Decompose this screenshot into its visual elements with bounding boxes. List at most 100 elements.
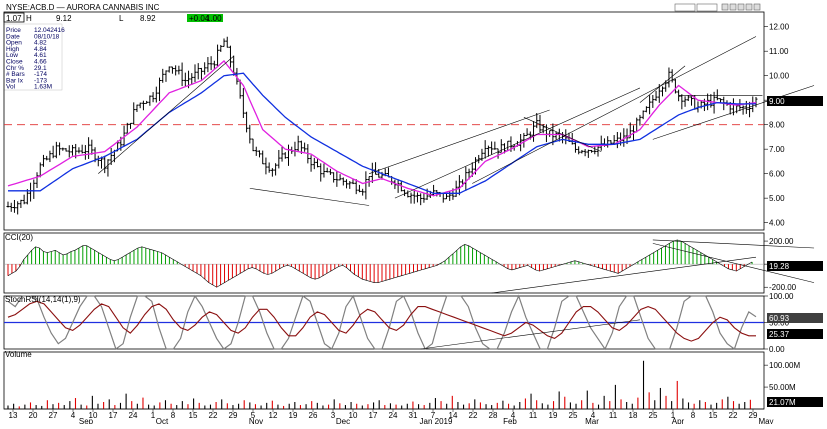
x-day-label: 15 xyxy=(189,411,198,420)
info-value: 4.61 xyxy=(34,52,47,59)
cci-frame xyxy=(3,232,765,294)
trendline xyxy=(249,188,370,206)
x-month-label: Nov xyxy=(249,417,263,424)
header-l-label: L xyxy=(119,14,124,23)
stoch-y-tick-label: 100.00 xyxy=(769,292,794,301)
info-value: 4.84 xyxy=(34,46,47,53)
info-label: Low xyxy=(6,52,18,59)
price-y-tick-label: 5.00 xyxy=(769,194,785,203)
x-day-label: 10 xyxy=(89,411,98,420)
x-month-label: Sep xyxy=(79,417,94,424)
info-label: Price xyxy=(6,27,21,34)
price-panel: 4.00 5.00 6.00 7.00 8.00 9.00 10.00 11.00 12.00 xyxy=(3,11,815,231)
x-day-label: 24 xyxy=(389,411,398,420)
volume-y-tick-label: 50.00M xyxy=(769,383,796,392)
x-day-label: 29 xyxy=(229,411,238,420)
trendline xyxy=(639,65,686,103)
info-label: # Bars xyxy=(6,71,26,78)
price-y-tick-label: 7.00 xyxy=(769,145,785,154)
header-button-5[interactable] xyxy=(753,3,761,11)
cci-panel-label: CCI(20) xyxy=(5,233,33,242)
x-day-label: 22 xyxy=(469,411,478,420)
x-day-label: 10 xyxy=(349,411,358,420)
info-value: 4.66 xyxy=(34,59,47,66)
x-day-label: 22 xyxy=(209,411,218,420)
x-day-label: 15 xyxy=(709,411,718,420)
x-day-label: 8 xyxy=(691,411,696,420)
stoch-badge-2 xyxy=(767,329,823,339)
cci-badge xyxy=(767,261,823,271)
info-box: Price 12.042416 Date 08/10/18 Open 4.82 High 4.… xyxy=(3,23,65,91)
cci-trendline xyxy=(491,256,757,294)
x-month-label: Oct xyxy=(156,417,169,424)
info-label: High xyxy=(6,46,20,53)
cci-line xyxy=(7,239,753,288)
x-day-label: 12 xyxy=(269,411,278,420)
x-day-label: 25 xyxy=(569,411,578,420)
x-day-label: 1 xyxy=(671,411,676,420)
x-month-label: Mar xyxy=(585,417,599,424)
info-label: Bar Ix xyxy=(6,77,24,84)
price-bars xyxy=(6,36,758,215)
header-button-4[interactable] xyxy=(745,3,753,11)
price-y-tick-label: 6.00 xyxy=(769,170,785,179)
stoch-y-tick-label: 0.00 xyxy=(769,345,785,354)
header-button-1[interactable] xyxy=(721,3,729,11)
info-value: 08/10/18 xyxy=(34,33,60,40)
x-day-label: 29 xyxy=(749,411,758,420)
cci-y-tick-label: -200.00 xyxy=(769,283,797,292)
price-badge-text: 9.00 xyxy=(769,97,785,106)
x-day-label: 5 xyxy=(251,411,256,420)
header-h-value: 9.12 xyxy=(56,14,72,23)
price-y-tick-label: 12.00 xyxy=(769,23,790,32)
x-day-label: 31 xyxy=(409,411,418,420)
x-day-label: 4 xyxy=(71,411,76,420)
trendline xyxy=(369,109,550,174)
cci-trendline xyxy=(652,239,815,249)
x-day-label: 19 xyxy=(549,411,558,420)
x-month-label: Apr xyxy=(672,417,685,424)
x-axis: 13 20 27 4 10 17 24 1 8 15 22 29 5 12 19 26 3 10 17 24 31 7 14… xyxy=(4,408,774,426)
x-day-label: 14 xyxy=(449,411,458,420)
chart-symbol-title: NYSE:ACB.D — AURORA CANNABIS INC xyxy=(6,3,160,12)
header-h-label: H xyxy=(26,14,32,23)
trendline xyxy=(472,36,757,184)
header-scroll-widget[interactable] xyxy=(674,3,696,12)
x-month-label: May xyxy=(758,417,773,424)
volume-y-tick-label: 100.00M xyxy=(769,361,800,370)
x-day-label: 3 xyxy=(331,411,336,420)
x-day-label: 27 xyxy=(49,411,58,420)
info-label: Vol xyxy=(6,84,16,91)
stoch-badge-1-text: 60.93 xyxy=(769,314,790,323)
x-month-label: Jan 2019 xyxy=(420,417,453,424)
header-button-3[interactable] xyxy=(737,3,745,11)
header-zoom-widget[interactable] xyxy=(696,3,718,12)
x-day-label: 4 xyxy=(511,411,516,420)
header-left-value: 1.07 xyxy=(6,14,22,23)
stochrsi-panel: 100.0050.000.00 xyxy=(3,292,794,354)
cci-badge-text: 19.28 xyxy=(769,262,790,271)
stochrsi-panel-label: StochRSI(14,14(1),9) xyxy=(5,295,81,304)
header-l-value: 8.92 xyxy=(140,14,156,23)
header-change-box xyxy=(187,14,223,22)
price-y-tick-label: 4.00 xyxy=(769,219,785,228)
x-day-label: 13 xyxy=(9,411,18,420)
info-value: 4.82 xyxy=(34,40,47,47)
header-button-2[interactable] xyxy=(729,3,737,11)
stoch-badge-1 xyxy=(767,313,823,323)
trendline xyxy=(523,117,602,152)
x-day-label: 7 xyxy=(431,411,436,420)
stochrsi-signal-line xyxy=(7,300,756,342)
x-day-label: 22 xyxy=(729,411,738,420)
info-value: -174 xyxy=(34,71,47,78)
price-y-tick-label: 11.00 xyxy=(769,47,789,56)
x-day-label: 20 xyxy=(29,411,38,420)
cci-y-tick-label: 200.00 xyxy=(769,237,794,246)
x-day-label: 17 xyxy=(109,411,118,420)
stochrsi-line xyxy=(7,294,757,351)
x-day-label: 4 xyxy=(591,411,596,420)
moving-average-magenta xyxy=(7,60,757,197)
x-day-label: 19 xyxy=(289,411,298,420)
trendline xyxy=(652,85,815,140)
